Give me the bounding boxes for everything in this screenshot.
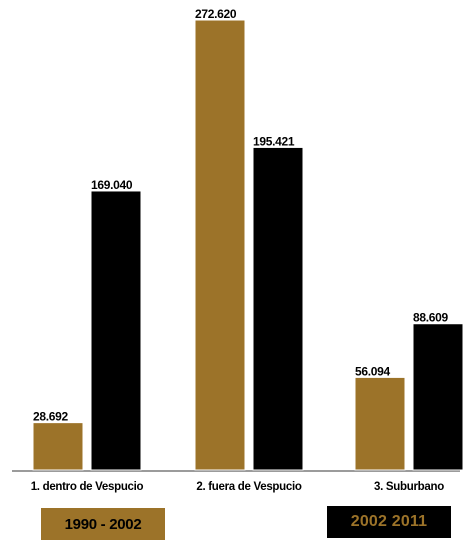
bar-cat2-series1 bbox=[194, 19, 246, 471]
value-label-cat1-series2: 169.040 bbox=[91, 178, 133, 192]
value-label-cat3-series2: 88.609 bbox=[413, 311, 449, 325]
bar-cat1-series1 bbox=[32, 422, 84, 471]
category-labels-group: 1. dentro de Vespucio 2. fuera de Vespuci… bbox=[31, 481, 445, 493]
bar-cat3-series1 bbox=[354, 376, 406, 471]
value-labels-group: 28.692 169.040 272.620 195.421 56.094 88.609 bbox=[33, 7, 449, 424]
category-label-3: 3. Suburbano bbox=[374, 481, 444, 493]
value-label-cat2-series1: 272.620 bbox=[195, 7, 237, 21]
legend-item-2002-2011: 2002 2011 bbox=[327, 506, 451, 538]
category-label-2: 2. fuera de Vespucio bbox=[196, 481, 301, 493]
bar-chart: 28.692169.040272.620195.42156.09488.609 … bbox=[12, 7, 464, 493]
category-label-1: 1. dentro de Vespucio bbox=[31, 481, 144, 493]
value-label-cat3-series1: 56.094 bbox=[355, 364, 391, 378]
bar-cat3-series2 bbox=[412, 323, 464, 471]
bar-cat2-series2 bbox=[252, 146, 304, 471]
value-label-cat1-series1: 28.692 bbox=[33, 410, 69, 424]
value-label-cat2-series2: 195.421 bbox=[253, 134, 295, 148]
legend-item-1990-2002: 1990 - 2002 bbox=[41, 508, 165, 540]
bar-cat1-series2 bbox=[90, 190, 142, 471]
bars-group bbox=[32, 19, 464, 471]
